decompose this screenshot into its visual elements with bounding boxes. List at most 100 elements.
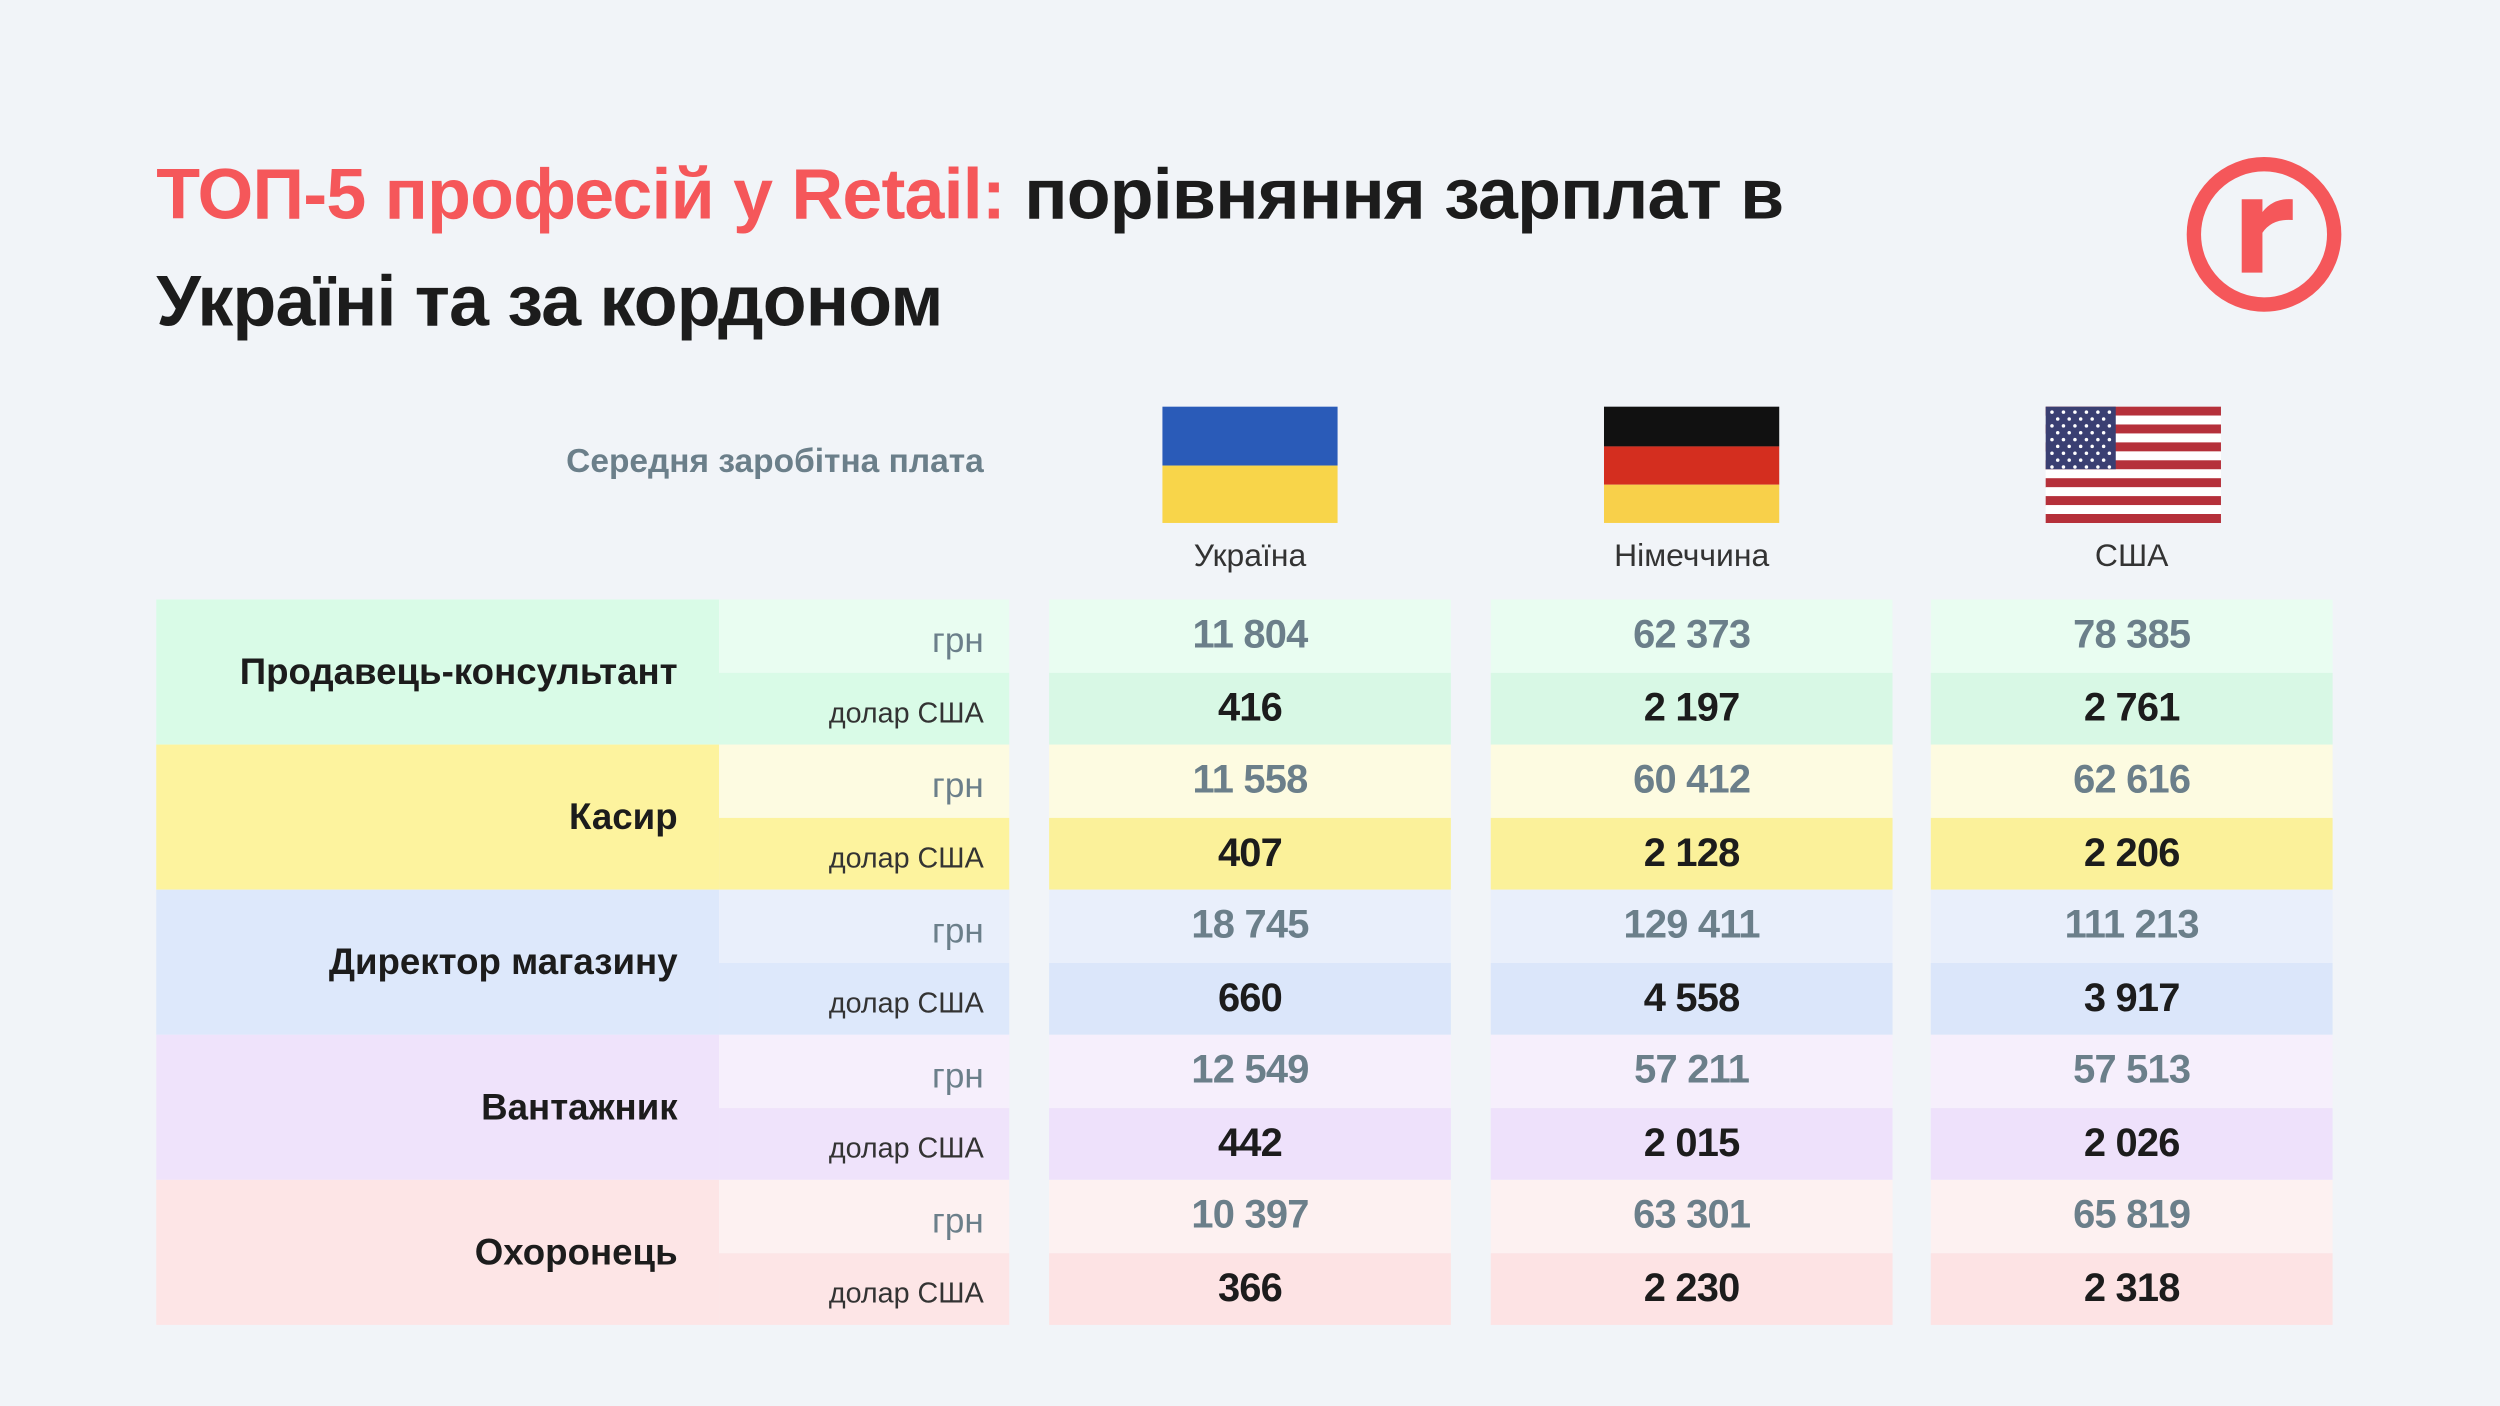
star [2096, 410, 2100, 414]
star [2096, 437, 2100, 442]
star [2073, 437, 2077, 442]
star [2096, 465, 2100, 469]
profession: Продавець-консультант [156, 599, 720, 745]
usd-value: 2 128 [1490, 817, 1893, 890]
star [2050, 437, 2054, 442]
stripe [2045, 415, 2221, 425]
star [2078, 430, 2083, 435]
profession: Директор магазину [156, 889, 720, 1035]
star [2073, 424, 2077, 428]
usd-value: 2 230 [1490, 1252, 1893, 1325]
uah-value: 12 549 [1049, 1034, 1451, 1108]
star [2055, 430, 2060, 435]
usd-value: 2 026 [1930, 1107, 2333, 1180]
country-name: Німеччина [1614, 538, 1770, 574]
stripe [2045, 505, 2221, 515]
flag-germany [1603, 406, 1780, 523]
star [2067, 458, 2071, 462]
star [2061, 410, 2066, 414]
unit: долар США [719, 962, 1010, 1035]
star [2055, 444, 2060, 449]
stripe [2045, 469, 2221, 479]
star [2090, 458, 2094, 462]
country-name: Україна [1193, 538, 1307, 574]
star [2061, 424, 2066, 428]
title-highlight: ТОП-5 професій у Retail: [156, 153, 1006, 235]
uah-value: 129 411 [1490, 889, 1893, 963]
flag-ukraine [1162, 406, 1338, 523]
star [2078, 458, 2083, 462]
uah-value: 60 412 [1490, 744, 1893, 818]
unit: грн [719, 744, 1010, 818]
star [2055, 417, 2060, 421]
stripe [2045, 442, 2221, 452]
star [2073, 465, 2077, 469]
uah-value: 11 804 [1049, 599, 1451, 673]
star [2101, 458, 2106, 462]
star [2090, 444, 2094, 449]
star [2084, 424, 2089, 428]
usd-value: 3 917 [1930, 962, 2333, 1035]
star [2067, 417, 2071, 421]
usd-value: 4 558 [1490, 962, 1893, 1035]
star [2101, 417, 2106, 421]
uah-value: 62 616 [1930, 744, 2333, 818]
stripe [2045, 487, 2221, 497]
star [2107, 451, 2112, 456]
star [2073, 451, 2077, 456]
profession: Касир [156, 744, 720, 890]
star [2061, 451, 2066, 456]
star [2067, 444, 2071, 449]
title-line: ТОП-5 професій у Retail: порівняння зарп… [156, 153, 1784, 236]
usd-value: 366 [1049, 1252, 1451, 1325]
stripe [2045, 433, 2221, 443]
unit: долар США [719, 1252, 1010, 1325]
star [2084, 465, 2089, 469]
uah-value: 18 745 [1049, 889, 1451, 963]
uah-value: 62 373 [1490, 599, 1893, 673]
star [2078, 417, 2083, 421]
stripe [2045, 514, 2221, 523]
star [2067, 430, 2071, 435]
star [2096, 451, 2100, 456]
usd-value: 416 [1049, 672, 1451, 745]
unit: грн [719, 889, 1010, 963]
stripe [2045, 496, 2221, 506]
uah-value: 65 819 [1930, 1179, 2333, 1253]
star [2050, 465, 2054, 469]
star [2107, 465, 2112, 469]
unit: долар США [719, 672, 1010, 745]
logo [2186, 157, 2342, 312]
star [2107, 410, 2112, 414]
star [2084, 437, 2089, 442]
star [2050, 410, 2054, 414]
star [2084, 410, 2089, 414]
star [2107, 424, 2112, 428]
unit: долар США [719, 1107, 1010, 1180]
star [2061, 465, 2066, 469]
unit: грн [719, 599, 1010, 673]
star [2055, 458, 2060, 462]
star [2061, 437, 2066, 442]
unit: долар США [719, 817, 1010, 890]
star [2101, 444, 2106, 449]
usd-value: 2 206 [1930, 817, 2333, 890]
star [2078, 444, 2083, 449]
star [2096, 424, 2100, 428]
title-line: Україні та за кордоном [156, 259, 943, 342]
country-name: США [2094, 538, 2169, 574]
uah-value: 11 558 [1049, 744, 1451, 818]
star [2107, 437, 2112, 442]
title-text: порівняння зарплат в [1024, 153, 1784, 235]
stripe [2045, 451, 2221, 461]
uah-value: 63 301 [1490, 1179, 1893, 1253]
star [2073, 410, 2077, 414]
profession: Охоронець [156, 1179, 720, 1325]
uah-value: 57 211 [1490, 1034, 1893, 1108]
unit: грн [719, 1034, 1010, 1108]
star [2090, 417, 2094, 421]
uah-value: 78 385 [1930, 599, 2333, 673]
usd-value: 2 318 [1930, 1252, 2333, 1325]
usd-value: 660 [1049, 962, 1451, 1035]
